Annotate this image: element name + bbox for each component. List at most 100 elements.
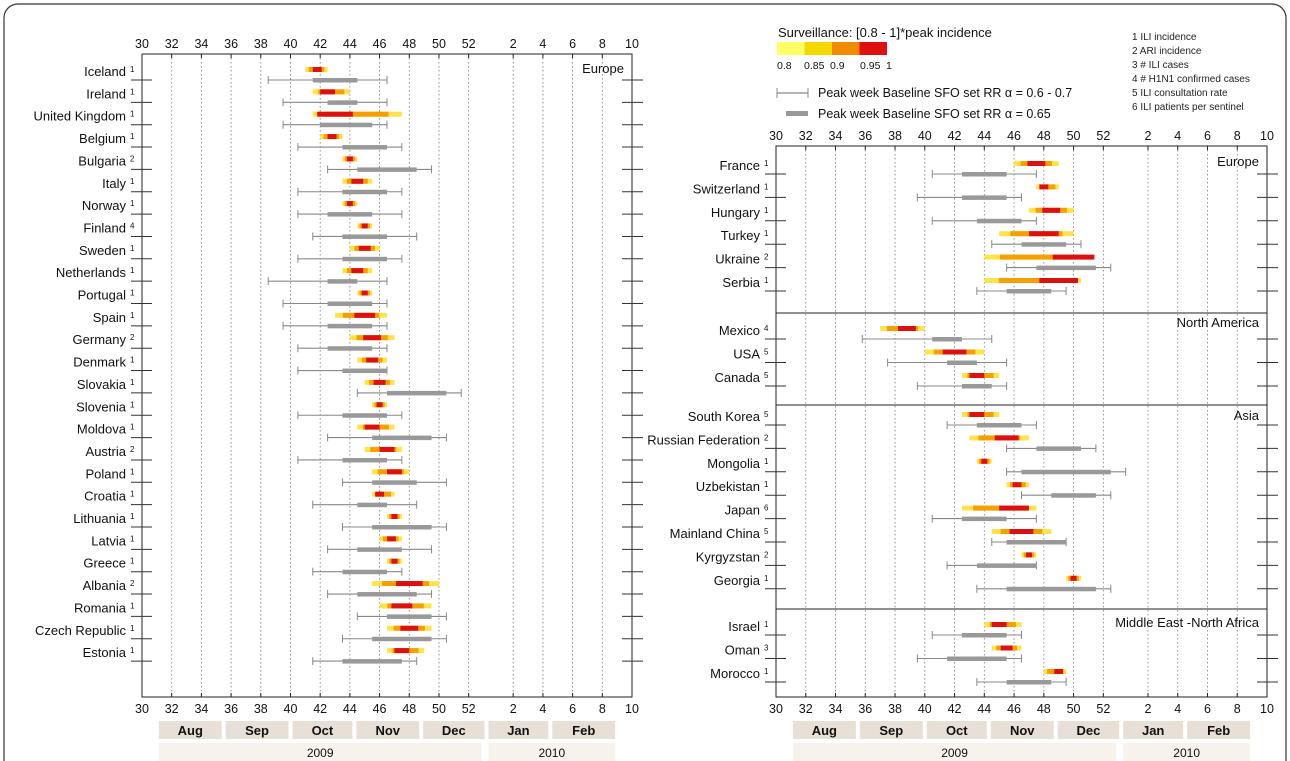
month-box bbox=[488, 721, 549, 739]
country-row: Greece 1 bbox=[83, 556, 643, 576]
x-tick-label-bottom: 32 bbox=[165, 702, 179, 716]
thick-interval bbox=[357, 547, 402, 552]
month-label: Nov bbox=[1010, 723, 1035, 738]
country-row: Romania 1 bbox=[74, 600, 643, 621]
surveillance-peak bbox=[387, 469, 402, 475]
country-row: Georgia 1 bbox=[714, 573, 1278, 593]
country-label: Iceland bbox=[84, 64, 126, 79]
x-tick-label-top: 10 bbox=[625, 37, 639, 51]
country-row: Spain 1 bbox=[93, 310, 643, 330]
surveillance-peak bbox=[1070, 575, 1077, 581]
legend-scale-title: Surveillance: [0.8 - 1]*peak incidence bbox=[778, 25, 992, 40]
country-label: Spain bbox=[93, 310, 126, 325]
country-label: Austria bbox=[86, 444, 127, 459]
region-title: Asia bbox=[1234, 408, 1260, 423]
region-title: North America bbox=[1177, 315, 1260, 330]
source-superscript: 2 bbox=[130, 333, 135, 342]
country-label: Hungary bbox=[711, 205, 761, 220]
country-label: Switzerland bbox=[693, 181, 760, 196]
surveillance-peak bbox=[969, 373, 985, 378]
surveillance-peak bbox=[387, 536, 396, 542]
legend-thick-bar bbox=[786, 111, 808, 116]
x-tick-label-top: 46 bbox=[1007, 129, 1021, 143]
country-row: Latvia 1 bbox=[91, 533, 643, 554]
scale-swatch bbox=[777, 42, 805, 55]
country-label: Moldova bbox=[77, 422, 127, 437]
source-superscript: 1 bbox=[130, 87, 135, 96]
month-box bbox=[158, 721, 222, 739]
thick-interval bbox=[1036, 265, 1096, 271]
month-box bbox=[1187, 721, 1251, 739]
scale-tick-label: 0.9 bbox=[830, 60, 845, 72]
country-row: Croatia 1 bbox=[84, 489, 643, 509]
x-tick-label-bottom: 52 bbox=[1096, 702, 1110, 716]
month-label: Oct bbox=[946, 723, 968, 738]
source-superscript: 1 bbox=[130, 646, 135, 655]
source-superscript: 1 bbox=[764, 480, 769, 489]
surveillance-peak bbox=[373, 379, 386, 385]
x-tick-label-top: 38 bbox=[254, 37, 268, 51]
country-label: Czech Republic bbox=[35, 623, 127, 638]
thick-interval bbox=[1006, 289, 1052, 294]
surveillance-peak bbox=[351, 268, 364, 274]
thick-interval bbox=[327, 279, 358, 284]
plot-frame bbox=[141, 53, 633, 698]
month-label: Nov bbox=[375, 723, 400, 738]
scale-swatch bbox=[832, 42, 860, 55]
thick-interval bbox=[372, 480, 417, 485]
month-box bbox=[1057, 721, 1120, 739]
source-superscript: 1 bbox=[130, 467, 135, 476]
country-row: France 1 bbox=[720, 158, 1278, 178]
x-tick-label-bottom: 46 bbox=[373, 702, 387, 716]
country-label: Slovenia bbox=[76, 399, 127, 414]
x-tick-label-bottom: 6 bbox=[1204, 702, 1211, 716]
source-superscript: 5 bbox=[764, 527, 769, 536]
country-row: Portugal 1 bbox=[78, 288, 643, 308]
country-label: Germany bbox=[73, 332, 127, 347]
surveillance-peak bbox=[994, 435, 1019, 441]
country-row: Switzerland 1 bbox=[693, 181, 1278, 202]
country-label: Mongolia bbox=[707, 456, 761, 471]
month-box bbox=[1123, 721, 1184, 739]
x-tick-label-top: 4 bbox=[539, 37, 546, 51]
source-superscript: 2 bbox=[764, 253, 769, 262]
country-row: Estonia 1 bbox=[83, 645, 643, 666]
legend-color-scale bbox=[777, 42, 887, 55]
thick-interval bbox=[387, 390, 447, 396]
country-row: Norway 1 bbox=[82, 198, 643, 219]
year-box bbox=[488, 743, 616, 761]
source-2: 2 ARI incidence bbox=[1132, 46, 1202, 57]
country-row: Poland 1 bbox=[86, 466, 643, 487]
country-row: Ukraine 2 bbox=[715, 252, 1278, 272]
month-label: Jan bbox=[507, 723, 529, 738]
surveillance-peak bbox=[1052, 254, 1095, 260]
surveillance-peak bbox=[991, 622, 1007, 627]
month-box bbox=[356, 721, 420, 739]
surveillance-peak bbox=[1028, 231, 1059, 237]
source-superscript: 1 bbox=[130, 177, 135, 186]
country-label: Mexico bbox=[719, 323, 760, 338]
surveillance-peak bbox=[1042, 207, 1061, 213]
month-box bbox=[990, 721, 1054, 739]
source-superscript: 2 bbox=[130, 579, 135, 588]
surveillance-peak bbox=[1025, 552, 1032, 558]
chart-left-europe: 3030323234343636383840404242444446464848… bbox=[34, 37, 643, 761]
source-superscript: 1 bbox=[130, 400, 135, 409]
region-title: Middle East -North Africa bbox=[1115, 615, 1260, 630]
source-superscript: 2 bbox=[764, 550, 769, 559]
x-tick-label-top: 4 bbox=[1174, 129, 1181, 143]
country-label: Slovakia bbox=[77, 377, 127, 392]
country-label: Turkey bbox=[721, 228, 761, 243]
country-label: Sweden bbox=[79, 243, 126, 258]
surveillance-peak bbox=[1009, 529, 1034, 534]
year-label: 2009 bbox=[941, 746, 968, 760]
source-1: 1 ILI incidence bbox=[1132, 32, 1197, 43]
country-row: Israel 1 bbox=[728, 619, 1278, 639]
country-label: Canada bbox=[714, 370, 760, 385]
scale-tick-label: 0.8 bbox=[777, 60, 792, 72]
source-superscript: 1 bbox=[130, 266, 135, 275]
country-label: Serbia bbox=[722, 275, 760, 290]
year-box bbox=[158, 743, 482, 761]
thick-interval bbox=[976, 218, 1022, 224]
country-label: Lithuania bbox=[73, 511, 127, 526]
